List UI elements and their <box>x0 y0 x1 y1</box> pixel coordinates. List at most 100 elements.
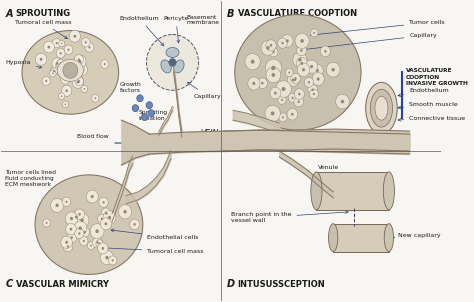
Text: Tumor cells: Tumor cells <box>310 20 445 36</box>
Circle shape <box>272 66 275 70</box>
Circle shape <box>304 77 313 87</box>
Text: Basement
membrane: Basement membrane <box>186 14 219 25</box>
Circle shape <box>287 108 298 120</box>
Circle shape <box>266 40 276 51</box>
Circle shape <box>42 76 50 85</box>
Circle shape <box>270 87 281 99</box>
Circle shape <box>313 93 315 95</box>
Circle shape <box>288 93 297 102</box>
Circle shape <box>268 65 276 73</box>
Circle shape <box>55 62 63 69</box>
Ellipse shape <box>166 47 179 57</box>
Text: SPROUTING: SPROUTING <box>16 9 71 18</box>
Circle shape <box>61 43 63 44</box>
Circle shape <box>109 256 117 265</box>
Circle shape <box>245 53 260 70</box>
Circle shape <box>55 42 58 44</box>
Circle shape <box>270 44 272 46</box>
Circle shape <box>53 71 55 72</box>
Circle shape <box>80 227 90 237</box>
Text: Growth
factors: Growth factors <box>119 82 141 93</box>
Circle shape <box>112 259 114 262</box>
Circle shape <box>274 92 277 95</box>
Circle shape <box>63 63 78 78</box>
Circle shape <box>310 65 313 68</box>
Text: Branch point in the
vessel wall: Branch point in the vessel wall <box>231 211 348 223</box>
Circle shape <box>55 65 64 74</box>
Circle shape <box>60 52 62 54</box>
Circle shape <box>310 29 318 37</box>
Circle shape <box>78 80 80 82</box>
Circle shape <box>108 216 111 219</box>
Circle shape <box>302 68 305 72</box>
Circle shape <box>317 77 319 81</box>
Text: VASCULATURE COOPTION: VASCULATURE COOPTION <box>237 9 356 18</box>
Circle shape <box>266 67 281 83</box>
Circle shape <box>78 58 80 61</box>
Circle shape <box>276 81 292 98</box>
Circle shape <box>80 236 88 246</box>
Circle shape <box>65 201 67 203</box>
Circle shape <box>292 79 295 82</box>
Circle shape <box>278 38 287 48</box>
Circle shape <box>51 198 64 212</box>
Circle shape <box>76 80 80 84</box>
Circle shape <box>118 205 132 219</box>
Circle shape <box>90 245 92 247</box>
Circle shape <box>96 241 99 244</box>
Circle shape <box>292 97 293 99</box>
Circle shape <box>132 105 138 112</box>
Text: Blood flow: Blood flow <box>77 133 109 139</box>
Text: Endothelial cells: Endothelial cells <box>111 229 199 240</box>
Circle shape <box>67 49 70 51</box>
Circle shape <box>266 46 270 50</box>
Circle shape <box>336 94 349 109</box>
Ellipse shape <box>328 224 338 252</box>
Circle shape <box>251 59 255 64</box>
Circle shape <box>298 93 301 95</box>
Circle shape <box>60 63 62 65</box>
Circle shape <box>86 190 98 203</box>
Text: Tumoral cell mass: Tumoral cell mass <box>102 246 204 254</box>
Circle shape <box>81 218 84 222</box>
Circle shape <box>269 47 278 57</box>
Circle shape <box>105 256 109 259</box>
Circle shape <box>248 77 260 90</box>
Ellipse shape <box>311 172 322 210</box>
Circle shape <box>286 39 289 43</box>
Circle shape <box>61 236 73 249</box>
Ellipse shape <box>57 59 83 81</box>
Circle shape <box>65 223 76 235</box>
Circle shape <box>63 241 73 252</box>
Circle shape <box>291 76 299 84</box>
Circle shape <box>88 46 91 49</box>
Circle shape <box>62 101 69 108</box>
Circle shape <box>105 222 107 225</box>
Circle shape <box>81 85 88 92</box>
Circle shape <box>100 250 114 265</box>
Circle shape <box>79 226 82 230</box>
Ellipse shape <box>22 31 118 114</box>
Circle shape <box>73 63 84 75</box>
Text: Tumoral cell mass: Tumoral cell mass <box>15 20 71 39</box>
Text: B: B <box>228 9 235 19</box>
Text: Sprouting
initiation: Sprouting initiation <box>138 110 167 121</box>
Circle shape <box>305 60 318 73</box>
Circle shape <box>56 49 65 58</box>
Circle shape <box>285 68 293 77</box>
Circle shape <box>67 232 77 243</box>
Circle shape <box>87 242 94 249</box>
Circle shape <box>58 64 60 66</box>
Circle shape <box>123 210 127 214</box>
Circle shape <box>324 50 327 53</box>
Circle shape <box>64 66 66 68</box>
Ellipse shape <box>235 14 361 130</box>
Circle shape <box>279 113 287 122</box>
Text: Capillary: Capillary <box>188 82 222 99</box>
Text: C: C <box>5 279 12 289</box>
Ellipse shape <box>35 175 143 275</box>
Circle shape <box>56 62 58 65</box>
Circle shape <box>294 97 303 107</box>
Text: VASCULATURE
COOPTION
INVASIVE GROWTH: VASCULATURE COOPTION INVASIVE GROWTH <box>406 68 467 86</box>
Circle shape <box>282 87 285 91</box>
